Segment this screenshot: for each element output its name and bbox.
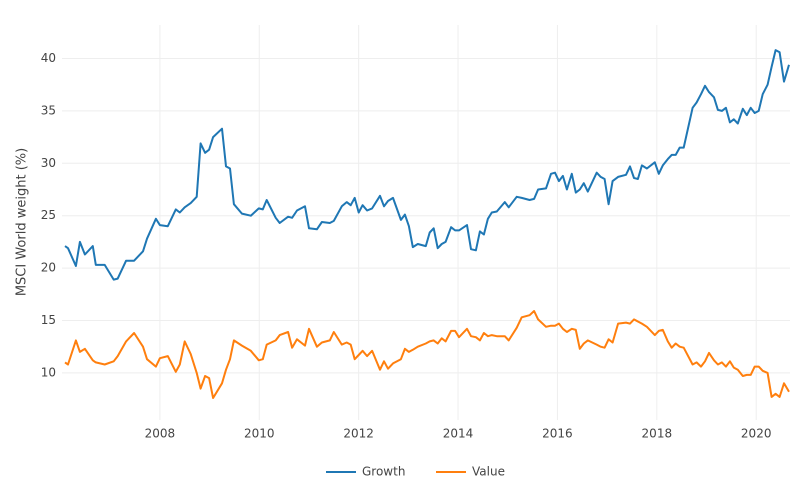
- y-tick-label: 10: [41, 365, 56, 379]
- line: [64, 310, 790, 399]
- x-tick-label: 2012: [343, 427, 374, 441]
- legend-label: Growth: [362, 465, 405, 479]
- legend-label: Value: [472, 465, 505, 479]
- x-tick-label: 2018: [642, 427, 673, 441]
- y-tick-label: 25: [41, 208, 56, 222]
- y-tick-label: 15: [41, 313, 56, 327]
- y-tick-label: 35: [41, 103, 56, 117]
- y-tick-label: 20: [41, 261, 56, 275]
- x-tick-label: 2008: [145, 427, 176, 441]
- x-tick-label: 2020: [741, 427, 772, 441]
- y-axis-label: MSCI World weight (%): [15, 148, 30, 296]
- x-tick-label: 2014: [443, 427, 474, 441]
- y-tick-label: 40: [41, 51, 56, 65]
- x-tick-label: 2016: [542, 427, 573, 441]
- line: [64, 49, 790, 281]
- y-tick-label: 30: [41, 156, 56, 170]
- x-tick-label: 2010: [244, 427, 275, 441]
